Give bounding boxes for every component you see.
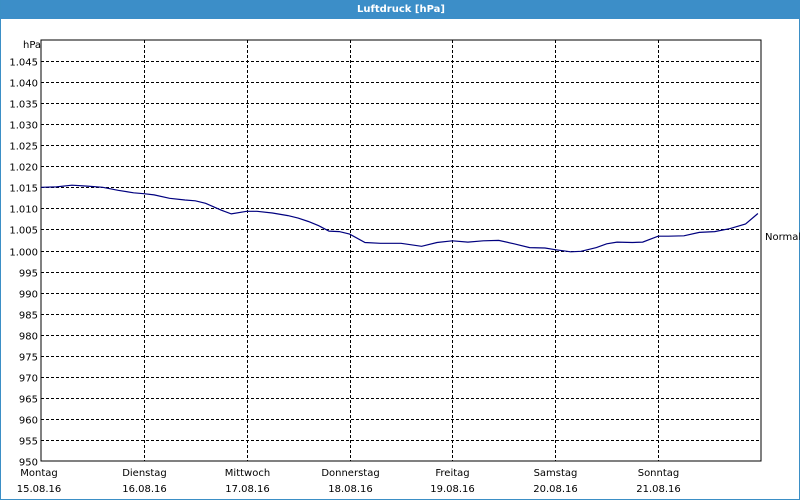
x-tick-day: Freitag xyxy=(435,468,469,479)
y-tick-label: 1.000 xyxy=(9,248,38,259)
y-tick-label: 950 xyxy=(19,458,38,469)
x-tick-date: 18.08.16 xyxy=(328,484,373,495)
y-tick-label: 960 xyxy=(19,416,38,427)
x-tick-day: Samstag xyxy=(534,468,578,479)
y-tick-label: 1.005 xyxy=(9,226,38,237)
x-tick-date: 17.08.16 xyxy=(225,484,270,495)
x-tick-date: 20.08.16 xyxy=(533,484,578,495)
y-tick-label: 955 xyxy=(19,437,38,448)
x-tick-day: Dienstag xyxy=(122,468,167,479)
window-title: Luftdruck [hPa] xyxy=(1,0,800,19)
x-tick-day: Donnerstag xyxy=(321,468,379,479)
plot-area xyxy=(40,39,762,462)
x-tick-date: 16.08.16 xyxy=(122,484,167,495)
y-tick-label: 1.035 xyxy=(9,100,38,111)
y-axis-label: hPa xyxy=(23,40,41,51)
y-tick-label: 1.030 xyxy=(9,121,38,132)
x-tick-date: 21.08.16 xyxy=(636,484,681,495)
y-tick-label: 1.015 xyxy=(9,184,38,195)
y-tick-label: 1.045 xyxy=(9,58,38,69)
y-tick-label: 1.040 xyxy=(9,79,38,90)
x-tick-day: Sonntag xyxy=(638,468,680,479)
y-tick-label: 1.010 xyxy=(9,205,38,216)
y-tick-label: 995 xyxy=(19,269,38,280)
y-tick-label: 1.020 xyxy=(9,163,38,174)
y-tick-label: 975 xyxy=(19,353,38,364)
y-tick-label: 965 xyxy=(19,395,38,406)
x-tick-date: 19.08.16 xyxy=(430,484,475,495)
pressure-series-line xyxy=(40,184,759,253)
y-tick-label: 980 xyxy=(19,332,38,343)
x-tick-day: Mittwoch xyxy=(225,468,270,479)
y-tick-label: 985 xyxy=(19,311,38,322)
y-tick-label: 970 xyxy=(19,374,38,385)
x-tick-day: Montag xyxy=(20,468,57,479)
y-tick-label: 1.025 xyxy=(9,142,38,153)
normal-reference-label: Normal xyxy=(765,232,800,243)
x-tick-date: 15.08.16 xyxy=(17,484,62,495)
y-tick-label: 990 xyxy=(19,290,38,301)
